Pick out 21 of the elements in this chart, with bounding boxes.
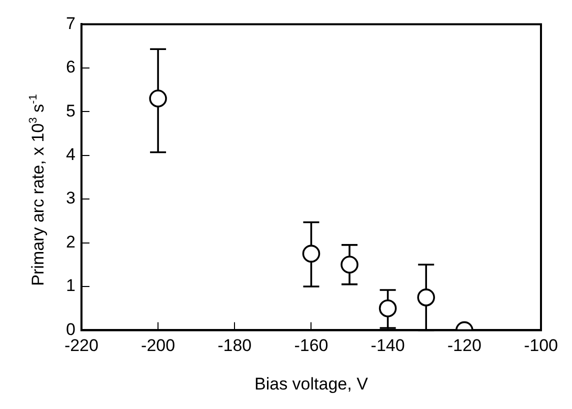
point <box>378 299 397 318</box>
y-tick-label: 6 <box>66 58 76 77</box>
x-axis-title: Bias voltage, V <box>254 374 369 394</box>
point <box>302 244 320 263</box>
x-tick-label: -180 <box>218 336 252 356</box>
point <box>417 288 436 306</box>
y-tick-label: 5 <box>66 101 76 120</box>
x-tick-label: -140 <box>370 336 405 356</box>
point <box>340 256 358 274</box>
y-tick-label: 0 <box>66 320 76 339</box>
y-tick-label: 2 <box>66 232 76 252</box>
y-tick-label: 1 <box>66 276 76 296</box>
y-tick-label: 3 <box>66 188 76 208</box>
point <box>149 90 167 108</box>
y-tick-label: 7 <box>66 14 76 33</box>
x-tick-label: -220 <box>64 336 98 356</box>
x-tick-label: -160 <box>294 336 328 356</box>
x-tick-label: -200 <box>141 336 176 356</box>
x-tick-label: -100 <box>524 336 558 356</box>
x-tick-label: -120 <box>447 336 482 356</box>
y-tick-label: 4 <box>66 145 76 164</box>
